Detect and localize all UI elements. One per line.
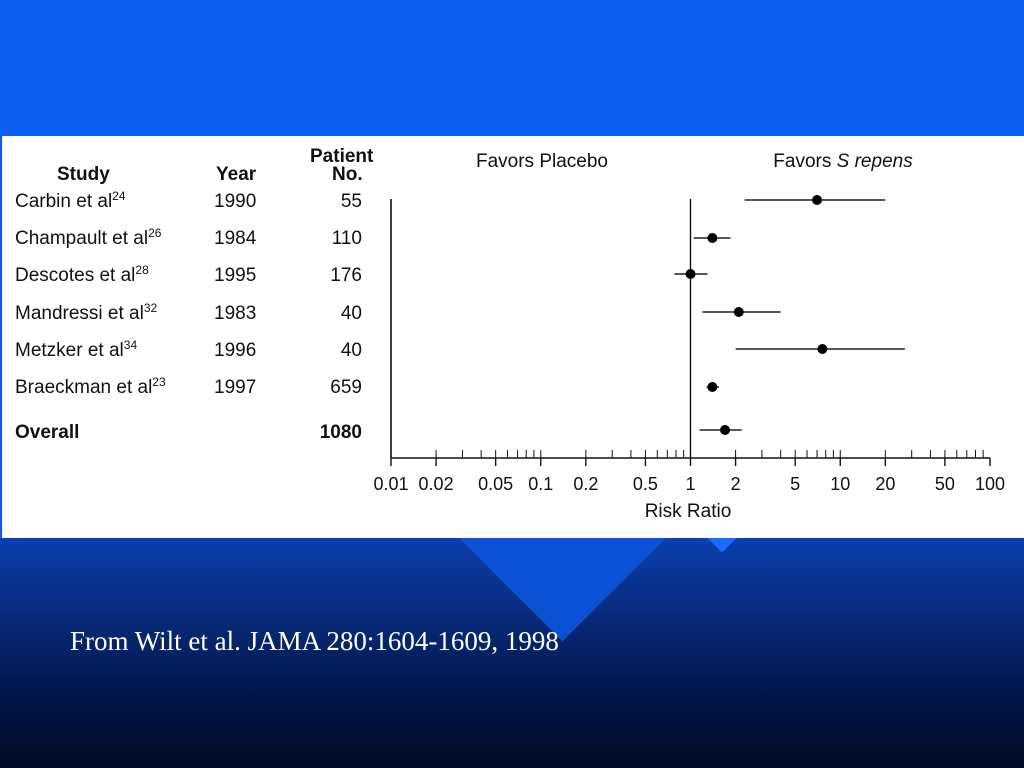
point-estimate xyxy=(707,233,718,243)
point-estimate xyxy=(817,344,828,354)
study-year: 1984 xyxy=(214,228,257,249)
study-name: Mandressi et al32 xyxy=(15,301,158,324)
top-band xyxy=(0,0,1024,136)
study-label: Mandressi et al xyxy=(15,303,144,324)
x-tick-label: 100 xyxy=(975,474,1005,494)
patient-count: 40 xyxy=(340,303,362,324)
study-year: 1983 xyxy=(214,303,257,324)
x-tick-label: 2 xyxy=(731,474,741,494)
decorative-diamond-small xyxy=(672,538,772,553)
x-tick-label: 0.5 xyxy=(633,474,658,494)
study-reference: 26 xyxy=(148,226,162,240)
overall-label: Overall xyxy=(15,422,80,443)
annotation-favors-treatment: Favors S repens xyxy=(773,151,913,172)
patient-count: 176 xyxy=(330,265,362,286)
study-reference: 32 xyxy=(143,301,158,315)
bottom-band xyxy=(0,538,1024,768)
study-label: Carbin et al xyxy=(15,191,113,212)
study-year: 1997 xyxy=(214,377,257,398)
study-name: Descotes et al28 xyxy=(15,263,149,286)
patient-count: 110 xyxy=(331,228,362,249)
study-label: Metzker et al xyxy=(15,340,124,361)
patient-count: 659 xyxy=(330,377,362,398)
study-name: Braeckman et al23 xyxy=(15,375,166,398)
header-study: Study xyxy=(57,164,110,185)
x-tick-label: 0.1 xyxy=(528,474,553,494)
x-axis-label: Risk Ratio xyxy=(645,501,732,522)
x-tick-label: 0.01 xyxy=(373,474,408,494)
study-reference: 28 xyxy=(135,263,149,277)
source-caption: From Wilt et al. JAMA 280:1604-1609, 199… xyxy=(70,626,559,656)
annotation-favors-placebo: Favors Placebo xyxy=(476,151,608,172)
study-reference: 24 xyxy=(112,189,126,203)
point-estimate xyxy=(720,425,731,435)
x-tick-label: 0.05 xyxy=(478,474,513,494)
x-tick-label: 1 xyxy=(685,474,695,494)
x-tick-label: 0.2 xyxy=(573,474,598,494)
study-label: Descotes et al xyxy=(15,265,136,286)
annotation-species: S repens xyxy=(837,151,914,172)
figure-panel: Study Year Patient No. Carbin et al24 19… xyxy=(2,136,1024,538)
header-patient: Patient xyxy=(310,146,374,167)
study-year: 1990 xyxy=(214,191,257,212)
patient-count: 40 xyxy=(340,340,362,361)
point-estimate xyxy=(685,269,696,279)
x-tick-label: 20 xyxy=(875,474,895,494)
study-year: 1996 xyxy=(214,340,257,361)
study-label: Braeckman et al xyxy=(15,377,153,398)
point-estimate xyxy=(733,307,744,317)
study-reference: 23 xyxy=(152,375,166,389)
study-year: 1995 xyxy=(214,265,257,286)
forest-plot: Favors Placebo Favors S repens 0.01 0.02 0… xyxy=(373,151,1005,522)
study-name: Champault et al26 xyxy=(15,226,162,249)
header-patient-no: No. xyxy=(332,164,363,185)
header-year: Year xyxy=(216,164,257,185)
x-tick-label: 5 xyxy=(790,474,800,494)
annotation-prefix: Favors xyxy=(773,151,836,172)
study-label: Champault et al xyxy=(15,228,149,249)
x-tick-label: 10 xyxy=(830,474,850,494)
overall-patient-count: 1080 xyxy=(319,422,362,443)
study-reference: 34 xyxy=(123,338,138,352)
patient-count: 55 xyxy=(340,191,362,212)
x-tick-label: 50 xyxy=(935,474,955,494)
study-name: Carbin et al24 xyxy=(15,189,126,212)
study-name: Metzker et al34 xyxy=(15,338,138,361)
point-estimate xyxy=(812,195,823,205)
x-tick-label: 0.02 xyxy=(419,474,454,494)
point-estimate xyxy=(707,382,718,392)
